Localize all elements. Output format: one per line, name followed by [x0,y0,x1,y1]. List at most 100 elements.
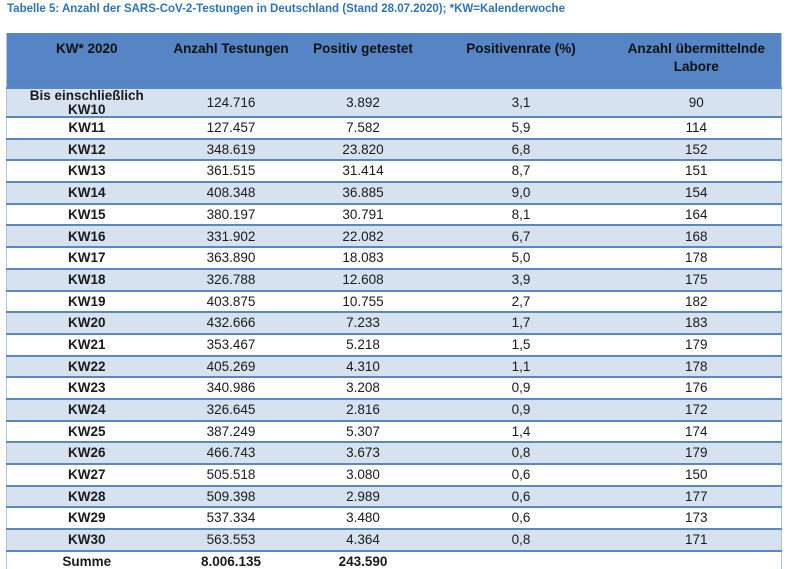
row-value: 182 [611,289,782,313]
row-value: 363.890 [166,246,296,269]
row-value: 171 [611,528,782,551]
row-value: 326.645 [166,397,296,421]
row-label: KW21 [6,332,167,356]
row-value: 3.673 [295,441,431,464]
row-value: 9,0 [430,181,612,204]
table-header-row: KW* 2020 Anzahl Testungen Positiv getest… [6,33,782,88]
row-label: KW27 [6,463,167,486]
table-row: KW28 509.398 2.989 0,6 177 [6,484,782,508]
row-value: 387.249 [166,419,296,443]
row-label: KW16 [6,224,167,248]
row-label: KW15 [6,202,167,226]
row-value: 152 [611,137,782,161]
row-value: 403.875 [166,289,296,313]
row-value: 0,9 [430,397,612,421]
header-kw: KW* 2020 [6,33,167,88]
row-value: 243.590 [295,549,431,569]
testing-table: KW* 2020 Anzahl Testungen Positiv getest… [6,33,782,569]
row-value: 3.892 [295,87,431,117]
row-value: 2.816 [295,397,431,421]
row-value: 466.743 [166,441,296,464]
row-value: 0,6 [430,506,612,530]
row-value: 3.208 [295,376,431,399]
table-caption: Tabelle 5: Anzahl der SARS-CoV-2-Testung… [7,3,565,15]
row-value [611,549,782,569]
table-row: KW11 127.457 7.582 5,9 114 [6,116,782,139]
row-value: 10.755 [295,289,431,313]
row-value: 124.716 [166,87,296,117]
row-value: 173 [611,506,782,530]
row-value: 175 [611,267,782,291]
table-body: Bis einschließlich KW10 124.716 3.892 3,1 90… [6,87,782,569]
table-row: KW12 348.619 23.820 6,8 152 [6,137,782,161]
row-value: 0,6 [430,463,612,486]
row-value: 174 [611,419,782,443]
row-value: 176 [611,376,782,399]
row-value: 1,7 [430,311,612,334]
row-value: 31.414 [295,159,431,183]
row-label: KW22 [6,354,167,378]
row-value: 348.619 [166,137,296,161]
row-value [430,549,612,569]
row-label: KW13 [6,159,167,183]
row-label: KW11 [6,116,167,139]
row-value: 563.553 [166,528,296,551]
row-value: 3,1 [430,87,612,117]
table-row: KW18 326.788 12.608 3,9 175 [6,267,782,291]
row-value: 380.197 [166,202,296,226]
row-label: KW14 [6,181,167,204]
row-value: 2,7 [430,289,612,313]
row-label: KW24 [6,397,167,421]
row-value: 8,7 [430,159,612,183]
row-value: 90 [611,87,782,117]
row-value: 0,8 [430,441,612,464]
row-value: 326.788 [166,267,296,291]
row-value: 432.666 [166,311,296,334]
row-value: 361.515 [166,159,296,183]
table-row: Bis einschließlich KW10 124.716 3.892 3,1 90 [6,87,782,117]
row-value: 177 [611,484,782,508]
row-value: 30.791 [295,202,431,226]
row-value: 6,8 [430,137,612,161]
row-value: 0,9 [430,376,612,399]
row-value: 114 [611,116,782,139]
row-value: 179 [611,441,782,464]
row-value: 12.608 [295,267,431,291]
row-value: 2.989 [295,484,431,508]
row-label: KW20 [6,311,167,334]
table-row: KW15 380.197 30.791 8,1 164 [6,202,782,226]
table-row: KW13 361.515 31.414 8,7 151 [6,159,782,183]
row-value: 168 [611,224,782,248]
row-value: 7.233 [295,311,431,334]
row-value: 7.582 [295,116,431,139]
table-row: KW16 331.902 22.082 6,7 168 [6,224,782,248]
header-labore: Anzahl übermittelnde Labore [611,33,782,88]
table-row: KW24 326.645 2.816 0,9 172 [6,397,782,421]
row-value: 178 [611,354,782,378]
row-value: 5,9 [430,116,612,139]
row-label: KW30 [6,528,167,551]
row-value: 127.457 [166,116,296,139]
row-value: 5.307 [295,419,431,443]
row-value: 18.083 [295,246,431,269]
row-value: 151 [611,159,782,183]
row-value: 36.885 [295,181,431,204]
row-label: Summe [6,549,167,569]
row-value: 178 [611,246,782,269]
row-label: KW19 [6,289,167,313]
row-label: KW23 [6,376,167,399]
row-value: 3,9 [430,267,612,291]
table-row: KW29 537.334 3.480 0,6 173 [6,506,782,530]
row-value: 0,6 [430,484,612,508]
row-value: 1,1 [430,354,612,378]
row-value: 4.364 [295,528,431,551]
row-label: KW29 [6,506,167,530]
table-row: KW14 408.348 36.885 9,0 154 [6,181,782,204]
row-label: KW25 [6,419,167,443]
row-value: 537.334 [166,506,296,530]
table-row: KW17 363.890 18.083 5,0 178 [6,246,782,269]
table-row: KW26 466.743 3.673 0,8 179 [6,441,782,464]
row-value: 172 [611,397,782,421]
row-value: 154 [611,181,782,204]
